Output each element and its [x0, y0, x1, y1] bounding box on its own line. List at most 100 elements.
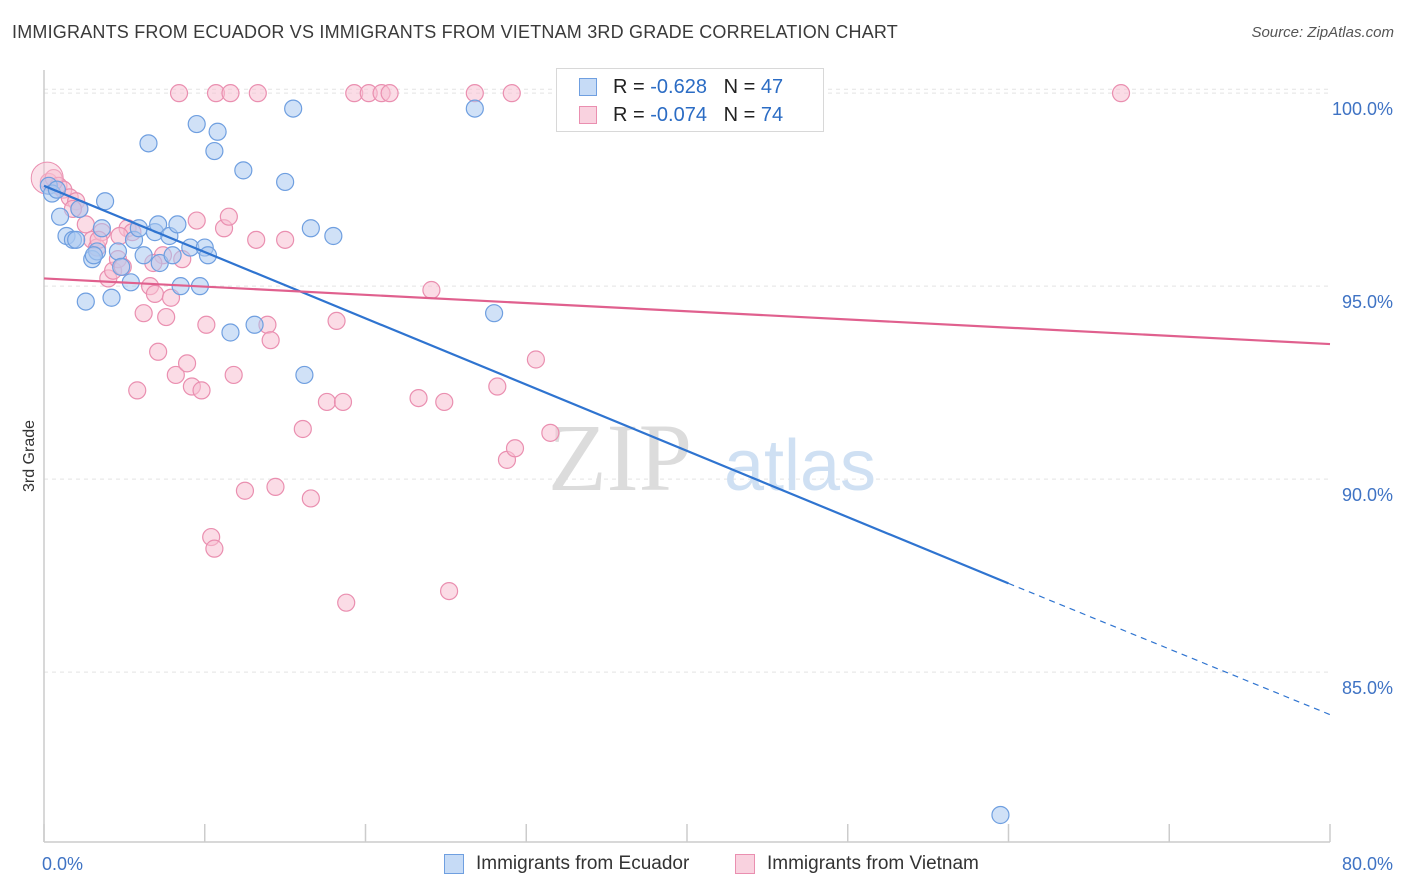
point-vietnam [488, 377, 507, 396]
point-vietnam [317, 392, 337, 412]
watermark: ZIP atlas [548, 404, 876, 511]
legend-label-vietnam: Immigrants from Vietnam [767, 853, 979, 874]
point-ecuador [234, 161, 253, 180]
point-ecuador [102, 288, 121, 307]
point-ecuador [324, 226, 343, 246]
watermark-atlas: atlas [724, 426, 876, 506]
point-ecuador [276, 172, 295, 192]
point-vietnam [541, 423, 560, 442]
legend-r-label: R = [613, 104, 651, 126]
legend-swatch-ecuador [444, 854, 464, 874]
point-vietnam [526, 350, 545, 369]
point-ecuador [221, 323, 240, 342]
legend-r-vietnam: -0.074 [650, 104, 707, 126]
point-ecuador [92, 219, 111, 238]
point-vietnam [177, 354, 197, 373]
point-vietnam [409, 389, 428, 408]
x-tick-label-max: 80.0% [1342, 854, 1393, 874]
point-ecuador [205, 141, 224, 161]
source-label: Source: ZipAtlas.com [1251, 24, 1394, 41]
point-ecuador [465, 99, 484, 118]
point-ecuador [50, 207, 70, 226]
point-vietnam [465, 84, 484, 103]
y-tick-label: 85.0% [1342, 678, 1393, 698]
point-vietnam [157, 307, 176, 327]
point-vietnam [76, 215, 95, 234]
point-vietnam [276, 230, 295, 249]
point-vietnam [422, 280, 441, 300]
point-ecuador [208, 122, 227, 141]
point-vietnam [161, 288, 181, 307]
point-vietnam [327, 311, 346, 330]
axis-labels: 85.0% 90.0% 95.0% 100.0% 0.0% 80.0% 3rd Grade [21, 99, 1393, 874]
point-ecuador [84, 246, 103, 265]
trend-line-vietnam [43, 277, 1331, 346]
point-ecuador [168, 215, 187, 234]
chart-title: IMMIGRANTS FROM ECUADOR VS IMMIGRANTS FR… [12, 22, 898, 42]
point-ecuador [295, 365, 314, 385]
point-vietnam [301, 489, 320, 508]
y-axis-title: 3rd Grade [21, 420, 38, 492]
point-ecuador [108, 242, 128, 261]
legend-label-ecuador: Immigrants from Ecuador [476, 853, 690, 874]
point-ecuador [139, 134, 158, 153]
point-ecuador [134, 246, 153, 265]
point-vietnam [224, 365, 243, 385]
legend-swatch-ecuador [579, 78, 597, 96]
series-ecuador-points [39, 99, 1010, 825]
point-vietnam [380, 84, 399, 103]
point-vietnam [169, 84, 189, 103]
point-ecuador [163, 246, 182, 265]
point-vietnam [128, 381, 147, 400]
legend-n-vietnam: 74 [760, 104, 784, 126]
point-ecuador [991, 805, 1010, 825]
point-vietnam [149, 342, 168, 361]
point-vietnam [261, 331, 280, 350]
y-tick-label: 95.0% [1342, 292, 1393, 312]
point-vietnam [247, 230, 266, 249]
point-vietnam [1111, 84, 1131, 103]
point-ecuador [245, 315, 264, 334]
series-vietnam-points [30, 84, 1131, 612]
point-vietnam [197, 315, 216, 334]
x-tick-label-min: 0.0% [42, 854, 83, 874]
legend-stats-ecuador: R = -0.628 N = 47 [613, 76, 783, 99]
point-vietnam [219, 207, 238, 226]
legend-r-ecuador: -0.628 [650, 76, 707, 98]
point-vietnam [187, 211, 206, 230]
legend-r-label: R = [613, 76, 651, 98]
point-vietnam [337, 593, 356, 612]
point-vietnam [333, 392, 353, 412]
series-legend: Immigrants from Ecuador Immigrants from … [0, 852, 1406, 878]
point-vietnam [205, 539, 224, 558]
point-vietnam [134, 304, 153, 323]
axis-layer [43, 70, 1331, 843]
point-ecuador [301, 219, 320, 238]
trend-lines [43, 184, 1331, 716]
point-vietnam [293, 419, 312, 439]
point-ecuador [67, 230, 86, 249]
trend-line-ecuador-extrapolated [1008, 582, 1331, 716]
point-vietnam [248, 84, 267, 103]
point-vietnam [166, 365, 185, 385]
point-vietnam [266, 477, 285, 496]
point-vietnam [145, 284, 165, 303]
point-ecuador [95, 192, 115, 211]
point-ecuador [485, 304, 504, 323]
legend-n-label: N = [723, 104, 761, 126]
legend-row-vietnam: R = -0.074 N = 74 [557, 101, 823, 129]
point-ecuador [284, 99, 303, 118]
point-vietnam [221, 84, 240, 103]
point-ecuador [187, 114, 206, 134]
point-vietnam [435, 392, 454, 412]
legend-swatch-vietnam [579, 106, 597, 124]
watermark-zip: ZIP [548, 404, 692, 511]
stats-legend: R = -0.628 N = 47 R = -0.074 N = 74 [556, 68, 824, 132]
y-tick-label: 90.0% [1342, 485, 1393, 505]
legend-n-label: N = [723, 76, 761, 98]
point-vietnam [439, 581, 459, 601]
point-ecuador [76, 292, 95, 311]
point-vietnam [235, 481, 255, 500]
trend-line-ecuador [43, 184, 1009, 585]
